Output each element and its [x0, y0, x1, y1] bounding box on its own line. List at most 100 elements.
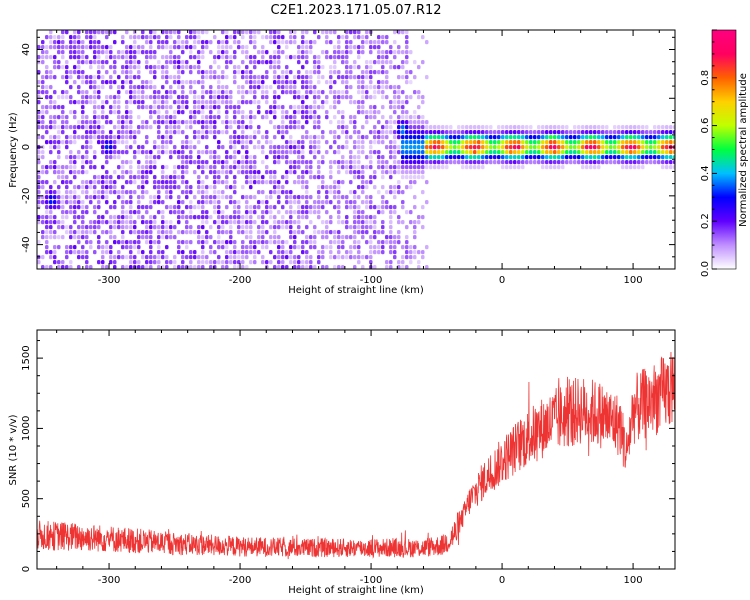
heatmap-cell — [209, 225, 213, 230]
heatmap-cell — [205, 255, 209, 260]
heatmap-cell — [305, 45, 309, 50]
heatmap-cell — [389, 105, 393, 110]
heatmap-cell — [225, 30, 229, 35]
heatmap-cell — [201, 120, 205, 125]
heatmap-cell — [113, 240, 117, 245]
heatmap-cell — [277, 50, 281, 55]
heatmap-cell — [405, 110, 409, 115]
heatmap-cell — [333, 135, 337, 140]
heatmap-cell — [665, 140, 669, 145]
heatmap-cell — [157, 110, 161, 115]
heatmap-cell — [257, 100, 261, 105]
heatmap-cell — [101, 265, 105, 269]
heatmap-cell — [125, 200, 129, 205]
heatmap-cell — [421, 155, 425, 160]
heatmap-cell — [393, 135, 397, 140]
heatmap-cell — [49, 215, 53, 220]
heatmap-cell — [217, 140, 221, 145]
heatmap-cell — [293, 120, 297, 125]
heatmap-cell — [157, 40, 161, 45]
heatmap-cell — [121, 200, 125, 205]
heatmap-cell — [93, 115, 97, 120]
heatmap-cell — [441, 165, 445, 170]
heatmap-cell — [265, 155, 269, 160]
heatmap-cell — [129, 75, 133, 80]
heatmap-cell — [217, 130, 221, 135]
heatmap-cell — [249, 155, 253, 160]
heatmap-cell — [81, 45, 85, 50]
heatmap-cell — [293, 30, 297, 35]
heatmap-cell — [609, 150, 613, 155]
heatmap-cell — [149, 205, 153, 210]
heatmap-cell — [221, 225, 225, 230]
heatmap-cell — [425, 120, 429, 125]
heatmap-cell — [297, 150, 301, 155]
heatmap-cell — [157, 240, 161, 245]
heatmap-cell — [421, 255, 425, 260]
heatmap-cell — [597, 140, 601, 145]
heatmap-cell — [413, 250, 417, 255]
heatmap-cell — [577, 125, 581, 130]
heatmap-cell — [381, 185, 385, 190]
heatmap-cell — [201, 30, 205, 35]
heatmap-cell — [277, 255, 281, 260]
heatmap-cell — [433, 145, 437, 150]
heatmap-cell — [593, 150, 597, 155]
heatmap-cell — [401, 175, 405, 180]
heatmap-cell — [249, 55, 253, 60]
heatmap-cell — [325, 35, 329, 40]
heatmap-cell — [593, 130, 597, 135]
heatmap-cell — [293, 105, 297, 110]
heatmap-cell — [345, 160, 349, 165]
heatmap-cell — [285, 80, 289, 85]
heatmap-cell — [133, 65, 137, 70]
heatmap-cell — [185, 205, 189, 210]
heatmap-cell — [185, 135, 189, 140]
heatmap-cell — [161, 215, 165, 220]
heatmap-cell — [137, 90, 141, 95]
heatmap-cell — [129, 45, 133, 50]
heatmap-cell — [109, 230, 113, 235]
heatmap-cell — [473, 165, 477, 170]
heatmap-cell — [637, 155, 641, 160]
heatmap-cell — [185, 95, 189, 100]
heatmap-cell — [153, 50, 157, 55]
heatmap-cell — [281, 120, 285, 125]
heatmap-cell — [101, 125, 105, 130]
heatmap-cell — [53, 230, 57, 235]
heatmap-cell — [41, 85, 45, 90]
heatmap-cell — [149, 45, 153, 50]
heatmap-cell — [129, 80, 133, 85]
heatmap-cell — [253, 240, 257, 245]
heatmap-cell — [169, 180, 173, 185]
heatmap-cell — [509, 125, 513, 130]
heatmap-cell — [493, 140, 497, 145]
heatmap-cell — [657, 145, 661, 150]
heatmap-cell — [289, 135, 293, 140]
heatmap-cell — [185, 225, 189, 230]
heatmap-cell — [101, 245, 105, 250]
heatmap-cell — [309, 265, 313, 269]
heatmap-cell — [405, 225, 409, 230]
heatmap-cell — [289, 145, 293, 150]
heatmap-cell — [377, 60, 381, 65]
heatmap-cell — [637, 150, 641, 155]
heatmap-cell — [597, 160, 601, 165]
heatmap-cell — [121, 245, 125, 250]
heatmap-cell — [653, 140, 657, 145]
heatmap-cell — [525, 160, 529, 165]
heatmap-cell — [93, 135, 97, 140]
heatmap-cell — [461, 140, 465, 145]
heatmap-cell — [637, 145, 641, 150]
heatmap-cell — [317, 105, 321, 110]
heatmap-cell — [577, 150, 581, 155]
heatmap-cell — [253, 45, 257, 50]
heatmap-cell — [113, 100, 117, 105]
heatmap-cell — [357, 240, 361, 245]
heatmap-cell — [301, 30, 305, 35]
heatmap-cell — [277, 225, 281, 230]
heatmap-cell — [401, 30, 405, 35]
heatmap-cell — [361, 175, 365, 180]
heatmap-cell — [281, 90, 285, 95]
heatmap-cell — [401, 260, 405, 265]
